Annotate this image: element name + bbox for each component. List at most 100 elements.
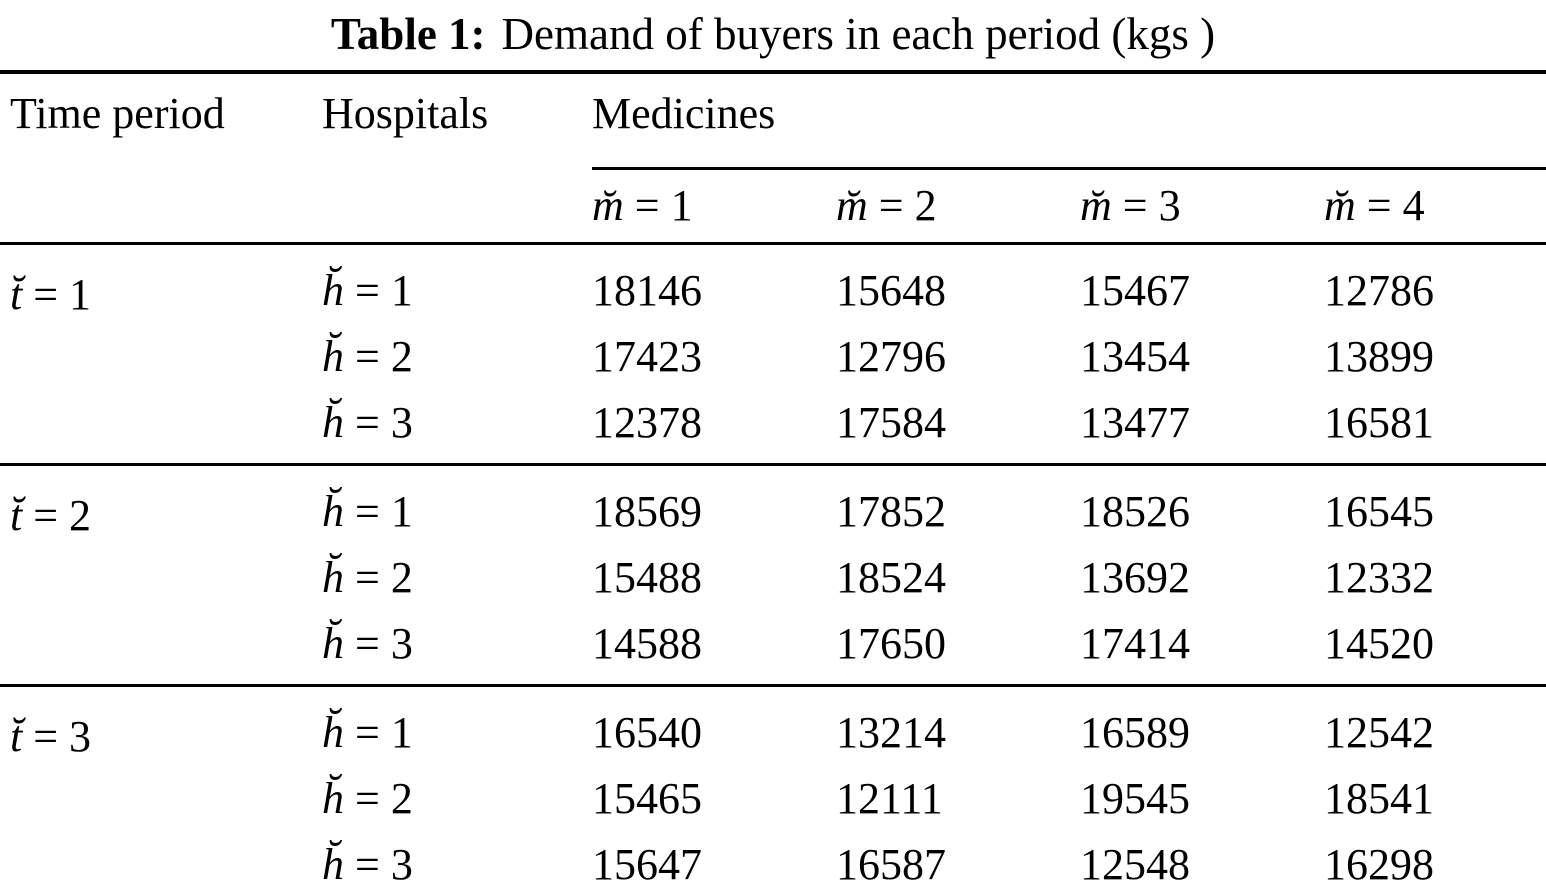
medicine-index: = 3	[1122, 181, 1181, 231]
medicine-var: m̆	[592, 181, 624, 231]
medicine-column-header-4: m̆ = 4	[1324, 168, 1546, 246]
hospital-index: = 2	[355, 331, 413, 381]
demand-value: 14520	[1324, 618, 1434, 668]
time-period-label: t̆ = 2	[0, 463, 322, 686]
demand-value: 18569	[592, 463, 836, 544]
hospital-var: h̆	[322, 552, 344, 602]
column-header-hospitals: Hospitals	[322, 72, 592, 245]
medicine-index: = 2	[878, 181, 937, 231]
hospital-index: = 3	[355, 618, 413, 668]
table-row: h̆ = 3 14588 17650 17414 14520	[0, 610, 1546, 686]
hospital-index: = 1	[355, 707, 413, 757]
hospital-var: h̆	[322, 618, 344, 668]
column-group-header-medicines: Medicines	[592, 72, 1546, 170]
demand-value: 15647	[592, 839, 702, 887]
demand-value: 15488	[592, 552, 702, 602]
hospital-var: h̆	[322, 265, 344, 315]
hospital-index: = 3	[355, 397, 413, 447]
table-row: h̆ = 3 12378 17584 13477 16581	[0, 389, 1546, 465]
time-var: t̆	[10, 270, 23, 319]
medicine-var: m̆	[1080, 181, 1112, 231]
demand-value: 13214	[836, 684, 1080, 765]
demand-value: 12548	[1080, 839, 1190, 887]
medicine-column-header-2: m̆ = 2	[836, 168, 1080, 246]
demand-value: 12332	[1324, 552, 1434, 602]
demand-value: 17423	[592, 331, 702, 381]
table-caption: Table 1: Demand of buyers in each period …	[0, 0, 1546, 70]
demand-value: 12111	[836, 773, 943, 823]
demand-table: Time period Hospitals Medicines m̆ = 1 m…	[0, 70, 1546, 887]
hospital-index: = 3	[355, 839, 413, 887]
hospital-var: h̆	[322, 486, 344, 536]
hospital-var: h̆	[322, 839, 344, 887]
time-index: = 2	[33, 491, 92, 540]
hospital-label: h̆ = 3	[322, 610, 592, 686]
medicine-index: = 1	[634, 181, 693, 231]
hospital-index: = 1	[355, 486, 413, 536]
table-row: t̆ = 1 h̆ = 1 18146 15648 15467 12786	[0, 244, 1546, 324]
demand-table-header: Time period Hospitals Medicines m̆ = 1 m…	[0, 72, 1546, 246]
table-row: h̆ = 2 15465 12111 19545 18541	[0, 765, 1546, 831]
time-var: t̆	[10, 491, 23, 540]
medicine-index: = 4	[1366, 181, 1425, 231]
table-caption-label: Table 1:	[330, 9, 486, 59]
hospital-label: h̆ = 1	[322, 463, 592, 544]
demand-value: 18146	[592, 265, 702, 315]
medicine-column-header-3: m̆ = 3	[1080, 168, 1324, 246]
demand-value: 12796	[836, 331, 946, 381]
hospital-label: h̆ = 2	[322, 765, 592, 831]
hospital-var: h̆	[322, 331, 344, 381]
hospital-label: h̆ = 3	[322, 389, 592, 465]
demand-value: 15465	[592, 773, 702, 823]
demand-value: 18526	[1080, 463, 1324, 544]
table-row: h̆ = 3 15647 16587 12548 16298	[0, 831, 1546, 887]
hospital-label: h̆ = 1	[322, 684, 592, 765]
demand-value: 17584	[836, 397, 946, 447]
medicine-var: m̆	[1324, 181, 1356, 231]
demand-value: 16298	[1324, 839, 1434, 887]
demand-value: 17650	[836, 618, 946, 668]
demand-value: 17852	[836, 463, 1080, 544]
hospital-label: h̆ = 2	[322, 544, 592, 610]
header-row-medicines: m̆ = 1 m̆ = 2 m̆ = 3 m̆ = 4	[0, 168, 1546, 246]
demand-value: 12786	[1324, 265, 1434, 315]
table-caption-text: Demand of buyers in each period (kgs )	[501, 9, 1216, 59]
hospital-var: h̆	[322, 707, 344, 757]
time-period-label: t̆ = 3	[0, 684, 322, 887]
demand-value: 16587	[836, 839, 946, 887]
medicine-column-header-1: m̆ = 1	[592, 168, 836, 246]
time-period-label: t̆ = 1	[0, 244, 322, 465]
time-index: = 3	[33, 712, 92, 761]
time-var: t̆	[10, 712, 23, 761]
demand-value: 16545	[1324, 463, 1546, 544]
demand-value: 12542	[1324, 684, 1546, 765]
medicine-var: m̆	[836, 181, 868, 231]
demand-value: 15467	[1080, 265, 1190, 315]
demand-value: 13477	[1080, 397, 1190, 447]
header-row-groups: Time period Hospitals Medicines	[0, 72, 1546, 245]
hospital-index: = 2	[355, 552, 413, 602]
demand-value: 13692	[1080, 552, 1190, 602]
hospital-label: h̆ = 2	[322, 323, 592, 389]
demand-value: 19545	[1080, 773, 1190, 823]
demand-value: 15648	[836, 265, 946, 315]
hospital-var: h̆	[322, 773, 344, 823]
hospital-label: h̆ = 1	[322, 244, 592, 324]
table-row: t̆ = 3 h̆ = 1 16540 13214 16589 12542	[0, 684, 1546, 887]
demand-value: 12378	[592, 397, 702, 447]
table-row: t̆ = 2 h̆ = 1 18569 17852 18526 16545	[0, 463, 1546, 686]
hospital-var: h̆	[322, 397, 344, 447]
demand-value: 13899	[1324, 331, 1434, 381]
demand-value: 16540	[592, 684, 836, 765]
demand-value: 13454	[1080, 331, 1190, 381]
column-header-time-period: Time period	[0, 72, 322, 245]
demand-value: 16581	[1324, 397, 1434, 447]
table-row: h̆ = 2 17423 12796 13454 13899	[0, 323, 1546, 389]
demand-value: 14588	[592, 618, 702, 668]
demand-value: 18524	[836, 552, 946, 602]
demand-value: 18541	[1324, 773, 1434, 823]
hospital-index: = 1	[355, 265, 413, 315]
hospital-label: h̆ = 3	[322, 831, 592, 887]
time-index: = 1	[33, 270, 92, 319]
